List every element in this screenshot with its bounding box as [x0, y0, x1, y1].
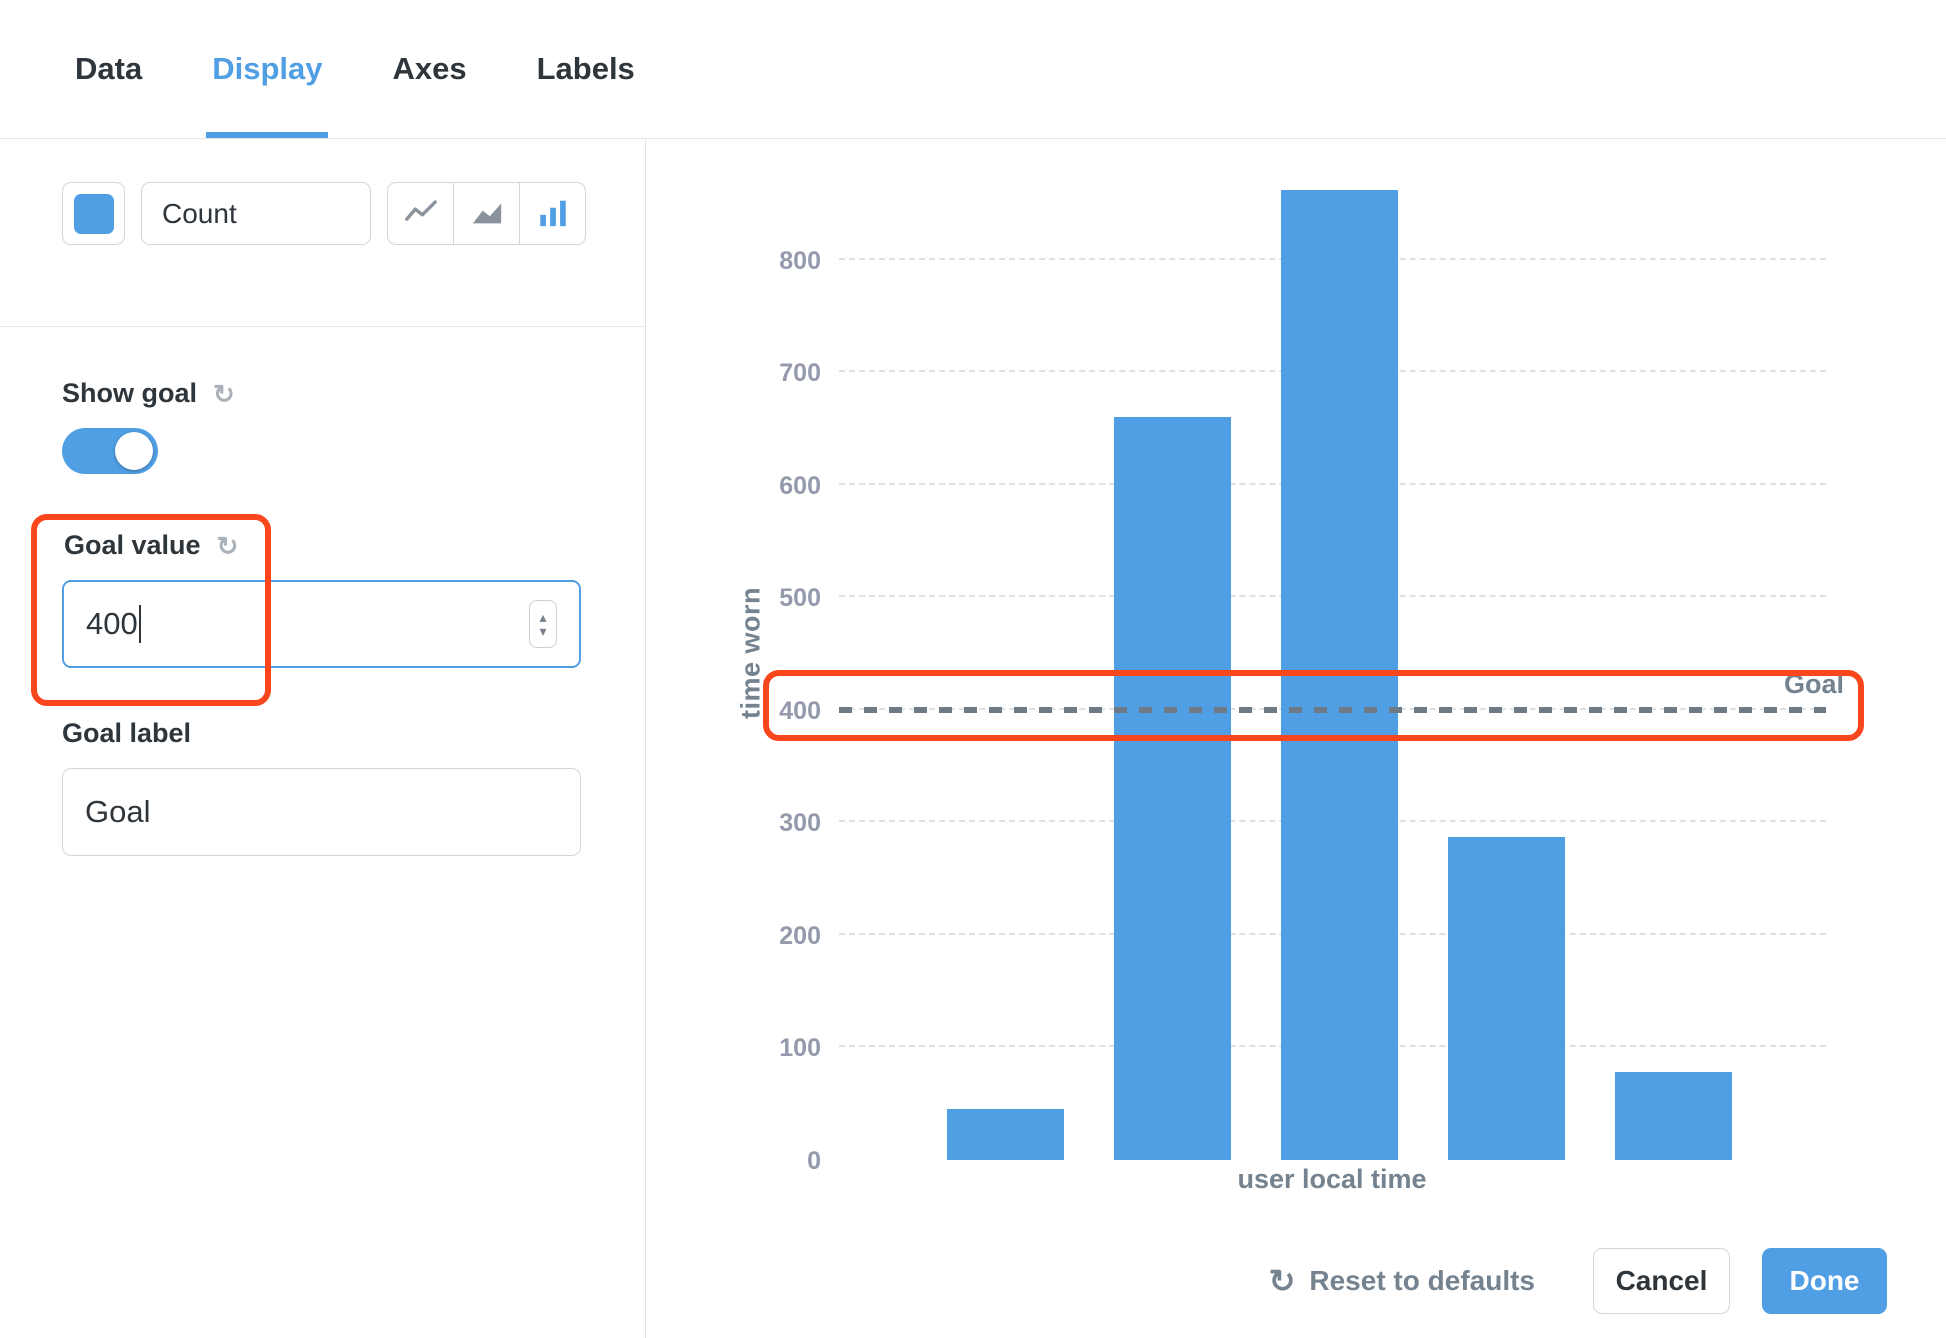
bar[interactable]	[1114, 417, 1231, 1160]
bar[interactable]	[1615, 1072, 1732, 1160]
y-axis: 0 100 200 300 400 500 600 700 800	[647, 147, 821, 1175]
bar[interactable]	[947, 1109, 1064, 1160]
number-stepper[interactable]: ▴ ▾	[529, 600, 557, 648]
area-chart-icon	[470, 197, 504, 230]
series-name-input[interactable]	[141, 182, 371, 245]
y-tick-label: 100	[779, 1034, 821, 1063]
reset-icon: ↻	[1268, 1263, 1296, 1299]
stepper-down-icon[interactable]: ▾	[539, 623, 547, 639]
goal-label-setting-label-row: Goal label	[62, 718, 191, 749]
cancel-button[interactable]: Cancel	[1593, 1248, 1730, 1314]
tab-data[interactable]: Data	[75, 0, 142, 138]
y-tick-label: 200	[779, 921, 821, 950]
y-tick-label: 500	[779, 584, 821, 613]
show-goal-setting-label-row: Show goal ↻	[62, 378, 235, 409]
done-button[interactable]: Done	[1762, 1248, 1887, 1314]
chart-preview-panel: time worn 0 100 200 300 400 500 600 700 800 Goal…	[647, 140, 1946, 1338]
y-tick-label: 800	[779, 246, 821, 275]
tab-axes-label: Axes	[392, 51, 467, 86]
reset-label: Reset to defaults	[1309, 1265, 1535, 1296]
y-tick-label: 0	[807, 1147, 821, 1175]
line-chart-icon	[404, 197, 438, 230]
area-chart-type-button[interactable]	[453, 182, 520, 245]
series-color-swatch	[73, 193, 114, 234]
series-settings-row	[62, 182, 586, 245]
series-color-swatch-button[interactable]	[62, 182, 125, 245]
goal-line	[839, 706, 1826, 713]
y-tick-label: 300	[779, 809, 821, 838]
goal-line-label: Goal	[1783, 668, 1844, 699]
tab-display-label: Display	[212, 51, 323, 86]
tab-labels-label: Labels	[536, 51, 635, 86]
show-goal-toggle[interactable]	[62, 428, 158, 474]
goal-value-label: Goal value	[64, 530, 201, 560]
chart-type-picker	[387, 182, 586, 245]
y-tick-label: 700	[779, 359, 821, 388]
revert-icon[interactable]: ↻	[216, 530, 239, 561]
show-goal-label: Show goal	[62, 378, 197, 408]
line-chart-type-button[interactable]	[387, 182, 454, 245]
stepper-up-icon[interactable]: ▴	[539, 609, 547, 625]
text-cursor	[138, 605, 141, 643]
tab-display[interactable]: Display	[206, 0, 329, 138]
goal-value-setting-label-row: Goal value ↻	[64, 530, 238, 561]
x-axis-title: user local time	[1237, 1164, 1427, 1194]
section-divider	[0, 326, 645, 327]
tab-data-label: Data	[75, 51, 143, 86]
reset-to-defaults-button[interactable]: ↻ Reset to defaults	[1269, 1265, 1535, 1297]
y-tick-label: 400	[779, 696, 821, 725]
goal-value-text: 400	[86, 606, 138, 641]
tab-axes[interactable]: Axes	[392, 0, 466, 138]
y-tick-label: 600	[779, 471, 821, 500]
bar-plot: Goal	[839, 147, 1844, 1160]
settings-tabbar: Data Display Axes Labels	[0, 0, 1946, 139]
toggle-knob	[115, 432, 153, 470]
display-settings-panel: Show goal ↻ Goal value ↻ 400 ▴ ▾ Goal la…	[0, 140, 646, 1338]
modal-footer: ↻ Reset to defaults Cancel Done	[1269, 1248, 1887, 1314]
goal-label-label: Goal label	[62, 718, 192, 748]
bar[interactable]	[1448, 837, 1565, 1160]
goal-label-input[interactable]	[62, 768, 581, 856]
goal-value-input[interactable]: 400 ▴ ▾	[62, 580, 581, 668]
revert-icon[interactable]: ↻	[213, 378, 235, 409]
bar-chart-icon	[536, 197, 570, 230]
bar[interactable]	[1281, 190, 1398, 1160]
bar-chart-type-button[interactable]	[519, 182, 586, 245]
tab-labels[interactable]: Labels	[537, 0, 635, 138]
